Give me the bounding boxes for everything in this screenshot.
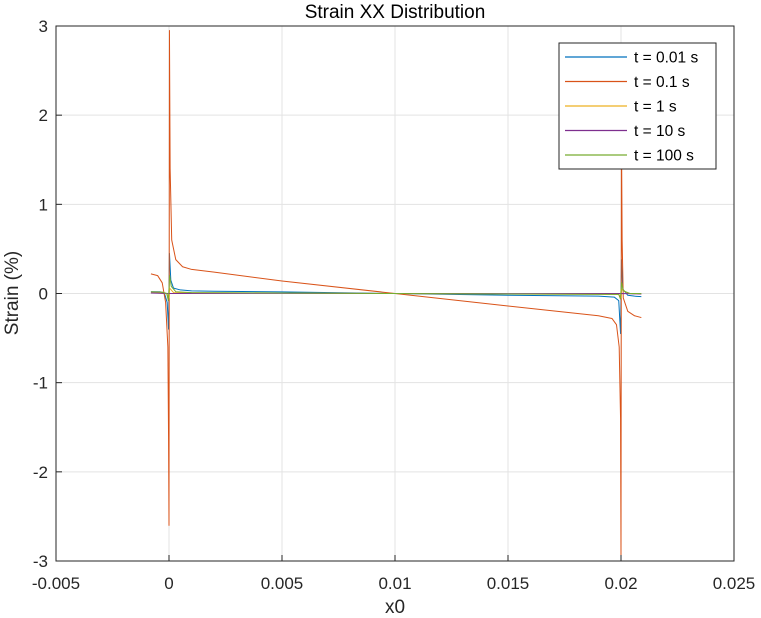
legend-entry: t = 100 s [634, 148, 694, 165]
legend-entry: t = 1 s [634, 99, 677, 116]
y-tick-label: 2 [39, 106, 48, 125]
x-axis-label: x0 [385, 597, 405, 618]
y-tick-label: -3 [33, 552, 48, 571]
y-tick-label: -2 [33, 463, 48, 482]
legend-entry: t = 10 s [634, 123, 686, 140]
legend: t = 0.01 s t = 0.1 s t = 1 s t = 10 s t = 10… [558, 42, 717, 170]
x-tick-label: 0.02 [604, 574, 637, 593]
axis-ticks: -0.005 0 0.005 0.01 0.015 0.02 0.025 -3 -2 -1 0 1 2 3 [32, 17, 755, 593]
legend-entry: t = 0.01 s [634, 50, 698, 67]
y-axis-label: Strain (%) [2, 251, 23, 335]
x-tick-label: 0.015 [487, 574, 530, 593]
y-tick-label: 3 [39, 17, 48, 36]
y-tick-label: -1 [33, 374, 48, 393]
x-tick-label: 0.01 [378, 574, 411, 593]
y-tick-label: 1 [39, 195, 48, 214]
x-tick-label: -0.005 [32, 574, 80, 593]
x-tick-label: 0.025 [713, 574, 756, 593]
x-tick-label: 0 [164, 574, 173, 593]
series-line-1 [150, 252, 642, 335]
y-tick-label: 0 [39, 285, 48, 304]
series-line-5 [150, 275, 642, 302]
legend-entry: t = 0.1 s [634, 74, 690, 91]
chart-title: Strain XX Distribution [305, 2, 486, 23]
x-tick-label: 0.005 [261, 574, 304, 593]
